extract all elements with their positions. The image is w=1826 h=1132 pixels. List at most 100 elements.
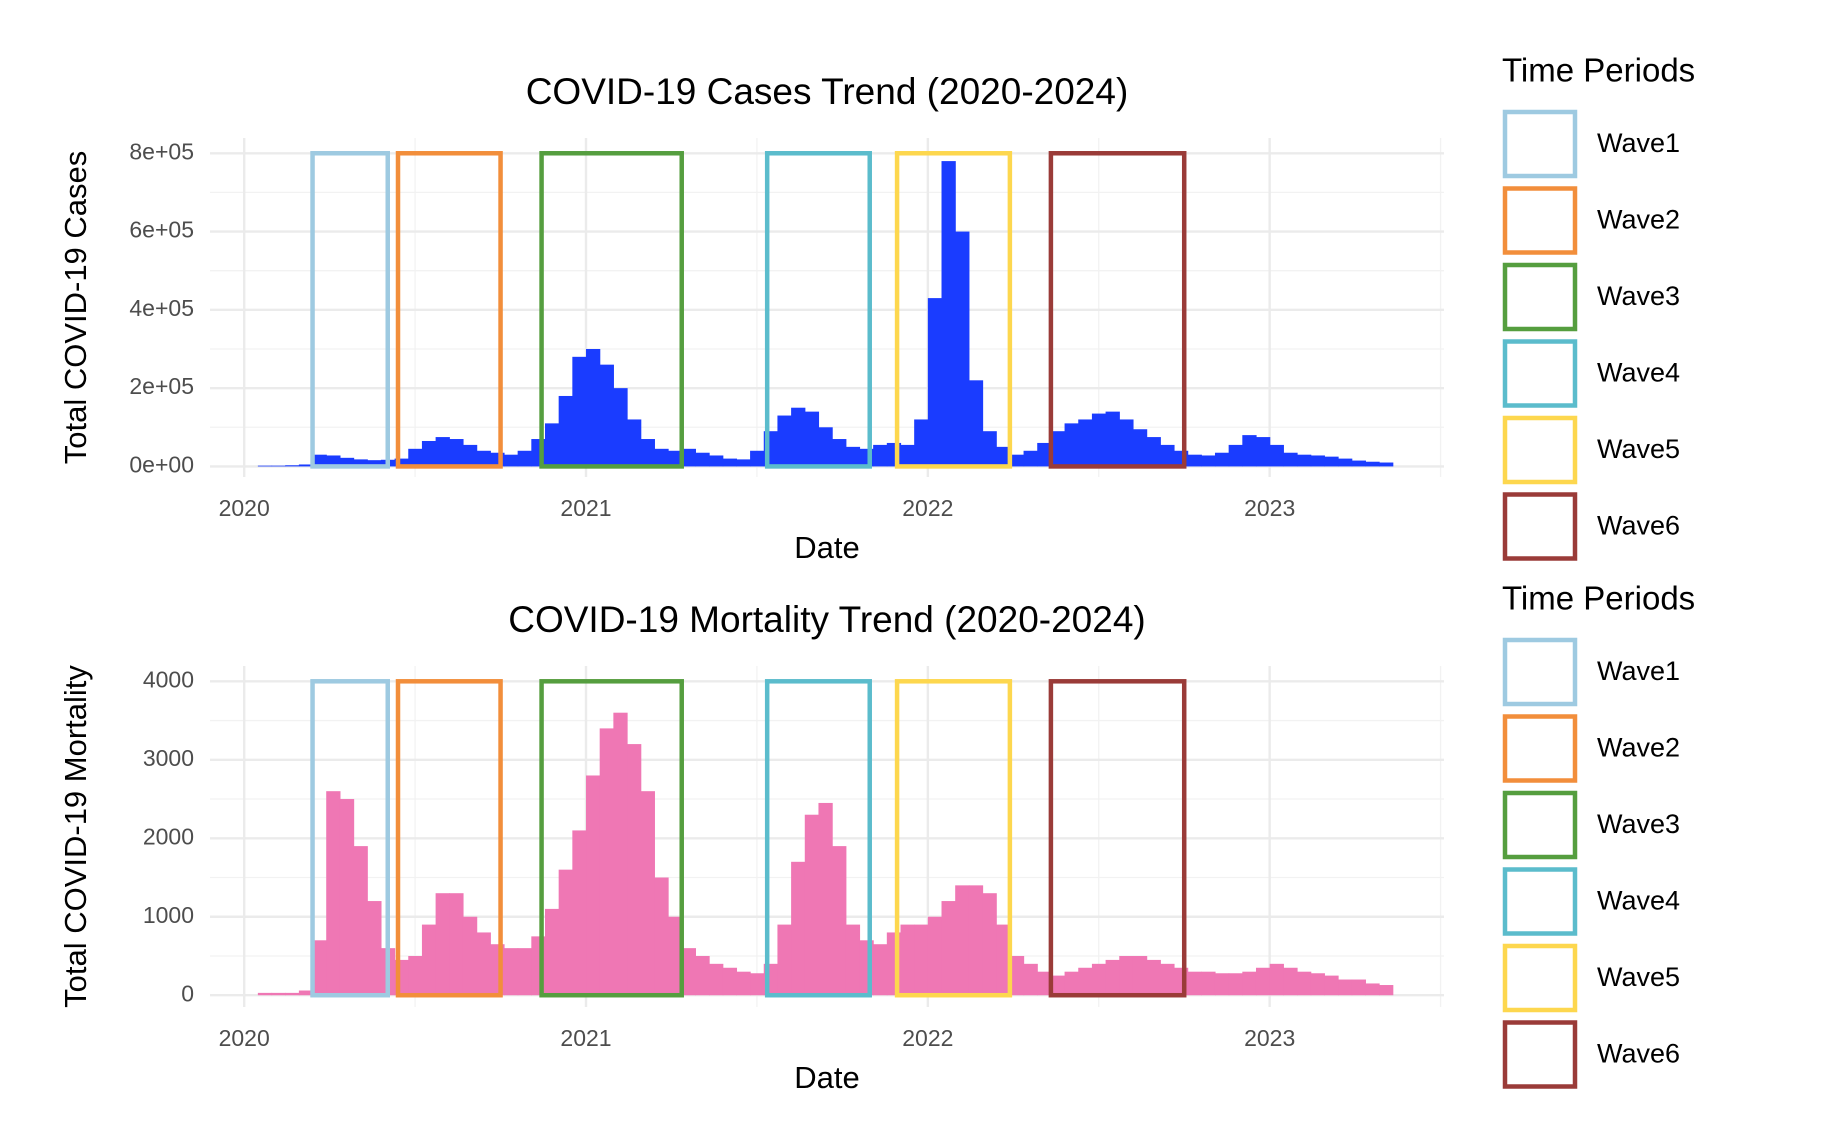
legend-key	[1502, 492, 1578, 561]
x-tick-label: 2023	[1244, 1025, 1295, 1051]
bar	[955, 885, 970, 996]
legend-label: Wave3	[1597, 809, 1680, 839]
x-tick-label: 2022	[902, 1025, 953, 1051]
y-tick-label: 4e+05	[129, 295, 194, 321]
bar	[873, 444, 888, 467]
bar	[599, 364, 614, 467]
bar	[408, 448, 423, 467]
bar	[1050, 975, 1066, 996]
bar	[709, 455, 724, 467]
period-box	[395, 151, 503, 469]
x-tick-label: 2020	[219, 1025, 270, 1051]
bar	[818, 802, 833, 996]
legend-title: Time Periods	[1502, 580, 1695, 617]
legend-key	[1502, 790, 1578, 860]
bar	[503, 454, 519, 467]
y-tick-label: 6e+05	[129, 217, 194, 243]
bar	[572, 356, 587, 467]
bar	[298, 990, 314, 996]
bar	[914, 924, 929, 996]
bar	[1228, 444, 1243, 467]
bar	[941, 901, 956, 996]
bar	[982, 431, 997, 467]
y-tick-label: 3000	[143, 745, 194, 771]
bar	[1187, 454, 1202, 467]
bar	[832, 846, 847, 996]
bar	[1105, 959, 1120, 996]
bar	[1269, 444, 1284, 467]
period-box	[894, 679, 1013, 998]
bar	[462, 444, 478, 467]
bar	[873, 944, 888, 996]
chart-title: COVID-19 Mortality Trend (2020-2024)	[508, 599, 1146, 640]
legend-label: Wave2	[1597, 733, 1680, 763]
bar	[791, 407, 806, 467]
bar	[599, 728, 614, 996]
period-box	[894, 151, 1013, 469]
legend-label: Wave2	[1597, 205, 1680, 235]
bar	[613, 712, 628, 996]
bar	[1023, 450, 1038, 467]
bar	[681, 448, 696, 467]
y-tick-label: 4000	[143, 666, 194, 692]
bar	[627, 419, 642, 467]
bar	[845, 446, 861, 467]
bar	[1351, 460, 1366, 467]
bar	[544, 423, 560, 467]
bar	[955, 231, 970, 467]
bar	[1078, 967, 1093, 996]
bar	[818, 427, 833, 467]
bar	[1119, 419, 1134, 467]
bar	[654, 448, 669, 467]
bar	[941, 161, 956, 467]
panel: 0 1000 2000 3000 4000 2020 2021 2022 2023 Wave1 Wa…	[58, 580, 1695, 1095]
bar	[1132, 429, 1148, 467]
bar	[1365, 461, 1380, 467]
bar	[1132, 955, 1148, 996]
legend-label: Wave1	[1597, 128, 1680, 158]
bar	[627, 744, 642, 996]
period-box	[764, 679, 872, 998]
bar	[367, 901, 382, 996]
bar	[1119, 955, 1134, 996]
bar	[695, 452, 710, 467]
bar	[668, 916, 683, 996]
legend-label: Wave6	[1597, 1039, 1680, 1069]
bar	[1242, 435, 1257, 467]
bar	[1242, 971, 1257, 996]
bar	[257, 465, 273, 467]
y-tick-label: 0e+00	[129, 452, 194, 478]
x-tick-label: 2021	[560, 495, 611, 521]
y-axis-title: Total COVID-19 Mortality	[58, 665, 93, 1008]
bar	[722, 458, 738, 467]
bar	[1009, 955, 1025, 996]
bar	[339, 457, 355, 467]
legend-title: Time Periods	[1502, 52, 1695, 89]
legend-key	[1502, 943, 1578, 1013]
bar	[1214, 973, 1230, 996]
bar	[558, 869, 573, 996]
x-tick-label: 2021	[560, 1025, 611, 1051]
bar	[558, 395, 573, 467]
legend-key	[1502, 186, 1578, 255]
bar	[1078, 419, 1093, 467]
bar	[1037, 442, 1052, 467]
legend-label: Wave4	[1597, 886, 1680, 916]
bar	[257, 992, 273, 996]
bar	[654, 877, 669, 996]
bar	[476, 932, 491, 996]
bar	[968, 885, 984, 996]
bar	[832, 439, 847, 467]
bar	[927, 298, 943, 467]
bar	[285, 992, 300, 996]
bar	[394, 458, 409, 467]
y-tick-label: 2e+05	[129, 373, 194, 399]
bar	[1324, 975, 1339, 996]
legend-key	[1502, 637, 1578, 707]
legend-label: Wave3	[1597, 281, 1680, 311]
bar	[367, 460, 382, 467]
bar	[1255, 967, 1271, 996]
bar	[1310, 455, 1325, 467]
bar	[791, 861, 806, 996]
bar	[312, 940, 327, 996]
